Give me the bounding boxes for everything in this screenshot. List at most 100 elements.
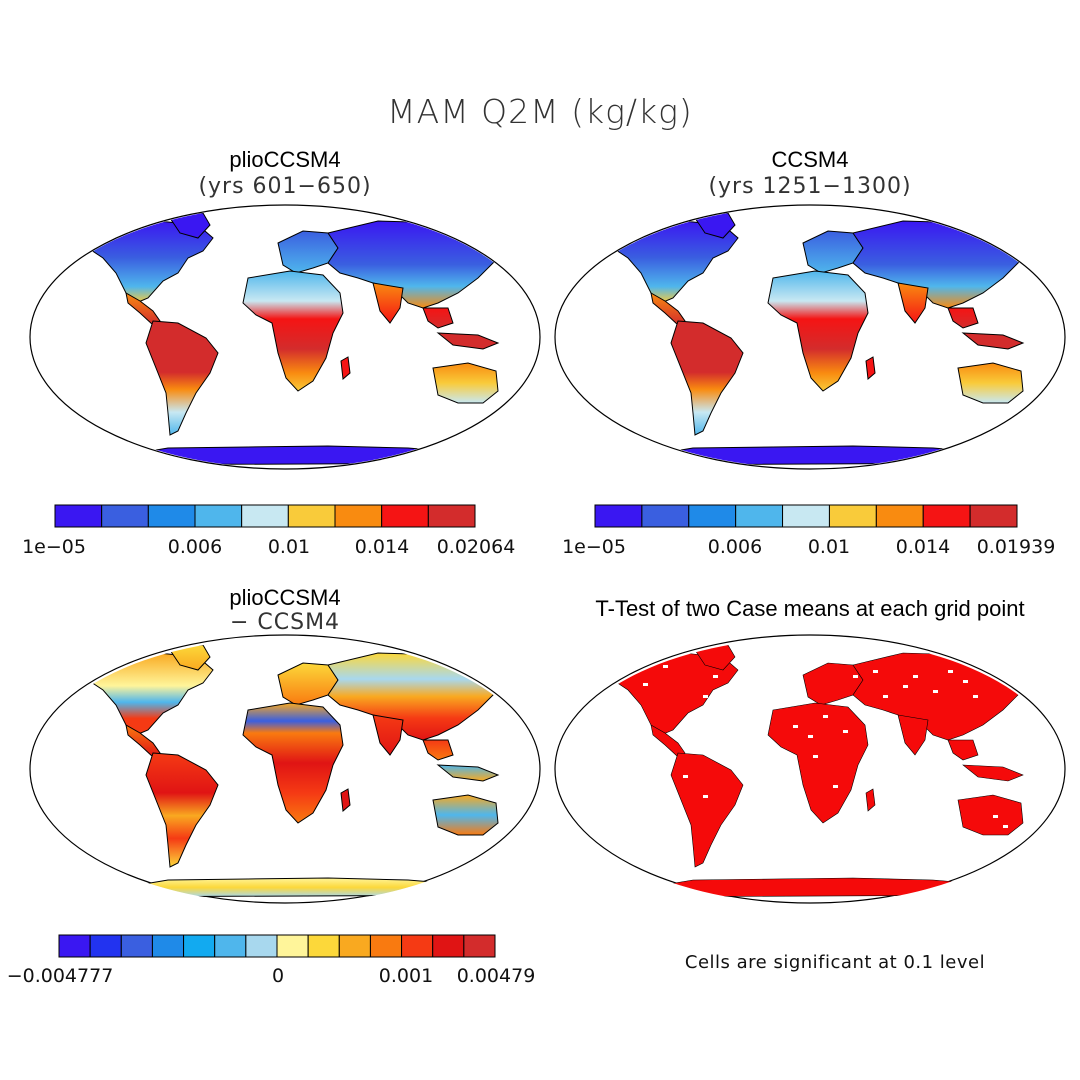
africa bbox=[242, 702, 344, 824]
india bbox=[372, 282, 404, 324]
cb1-tick-label: 0.014 bbox=[354, 536, 410, 558]
colorbar-bin bbox=[287, 504, 336, 528]
insignificant-cell bbox=[703, 795, 708, 798]
colorbar-bin bbox=[276, 934, 309, 958]
india bbox=[897, 714, 929, 756]
insignificant-cell bbox=[883, 695, 888, 698]
insignificant-cell bbox=[913, 675, 918, 678]
colorbar-bin bbox=[369, 934, 403, 958]
ttest-footnote: Cells are significant at 0.1 level bbox=[684, 952, 986, 973]
australia bbox=[957, 362, 1024, 404]
insignificant-cell bbox=[833, 785, 838, 788]
india bbox=[897, 282, 929, 324]
insignificant-cell bbox=[793, 725, 798, 728]
cb1-tick-label: 0.02064 bbox=[436, 536, 516, 558]
colorbar-bin bbox=[594, 504, 643, 528]
southeast-asia bbox=[422, 739, 454, 761]
colorbar-bin bbox=[101, 504, 149, 528]
panel-1-title: plioCCSM4 bbox=[229, 147, 341, 172]
colorbar-bin bbox=[688, 504, 737, 528]
southeast-asia bbox=[422, 307, 454, 329]
colorbar-bin bbox=[245, 934, 278, 958]
insignificant-cell bbox=[663, 665, 668, 668]
colorbar-bin bbox=[922, 504, 971, 528]
australia bbox=[957, 794, 1024, 836]
panel-2-subtitle: (yrs 1251−1300) bbox=[708, 174, 912, 199]
cb1-tick-label: 0.01 bbox=[267, 536, 311, 558]
africa bbox=[767, 270, 869, 392]
panel-3-title: plioCCSM4 bbox=[229, 585, 341, 610]
insignificant-cell bbox=[1003, 825, 1008, 828]
cb2-tick-label: 0.014 bbox=[895, 536, 951, 558]
colorbar-bin bbox=[641, 504, 690, 528]
colorbar-bin bbox=[307, 934, 340, 958]
panel-2-title: CCSM4 bbox=[771, 147, 849, 172]
colorbar-bin bbox=[338, 934, 371, 958]
se-asia bbox=[947, 739, 979, 761]
figure-title: MAM Q2M (kg/kg) bbox=[387, 92, 693, 131]
insignificant-cell bbox=[683, 775, 688, 778]
colorbar-bin bbox=[214, 934, 247, 958]
insignificant-cell bbox=[903, 685, 908, 688]
colorbar-bin bbox=[120, 934, 153, 958]
cb2-tick-label: 0.01 bbox=[807, 536, 851, 558]
south-america bbox=[145, 320, 219, 436]
map-panel-ttest bbox=[554, 634, 1066, 904]
madagascar bbox=[340, 788, 351, 812]
colorbar-plioccsm4 bbox=[54, 504, 476, 528]
insignificant-cell bbox=[933, 690, 938, 693]
panel-3-subtitle: − CCSM4 bbox=[229, 610, 341, 635]
insignificant-cell bbox=[873, 670, 878, 673]
cb2-tick-label: 0.006 bbox=[707, 536, 763, 558]
cb2-tick-label: 0.01939 bbox=[976, 536, 1056, 558]
colorbar-bin bbox=[58, 934, 91, 958]
indonesia bbox=[436, 764, 500, 782]
insignificant-cell bbox=[948, 670, 953, 673]
colorbar-bin bbox=[735, 504, 784, 528]
insignificant-cell bbox=[808, 735, 813, 738]
cb3-tick-label: 0.001 bbox=[378, 965, 434, 987]
south-america bbox=[670, 752, 744, 868]
cb3-tick-label: 0 bbox=[271, 965, 285, 987]
map-panel-difference bbox=[29, 634, 541, 904]
colorbar-bin bbox=[334, 504, 383, 528]
southeast-asia bbox=[947, 307, 979, 329]
colorbar-bin bbox=[194, 504, 243, 528]
south-america bbox=[670, 320, 744, 436]
colorbar-bin bbox=[183, 934, 216, 958]
land-layer bbox=[597, 644, 1034, 898]
colorbar-bin bbox=[381, 504, 429, 528]
insignificant-cell bbox=[643, 683, 648, 686]
colorbar-bin bbox=[875, 504, 924, 528]
indonesia bbox=[436, 332, 500, 350]
cb1-tick-label: 1e−05 bbox=[22, 536, 86, 558]
colorbar-bin bbox=[432, 934, 465, 958]
insignificant-cell bbox=[973, 695, 978, 698]
cb2-tick-label: 1e−05 bbox=[562, 536, 626, 558]
colorbar-bin bbox=[54, 504, 103, 528]
panel-1-subtitle: (yrs 601−650) bbox=[198, 174, 372, 199]
colorbar-bin bbox=[427, 504, 476, 528]
map-panel-ccsm4 bbox=[554, 204, 1066, 470]
colorbar-bin bbox=[151, 934, 185, 958]
insignificant-cell bbox=[843, 730, 848, 733]
insignificant-cell bbox=[703, 695, 708, 698]
cb3-tick-label: 0.00479 bbox=[456, 965, 536, 987]
insignificant-cell bbox=[713, 675, 718, 678]
colorbar-ccsm4 bbox=[594, 504, 1018, 528]
madagascar bbox=[340, 356, 351, 380]
colorbar-bin bbox=[782, 504, 830, 528]
panel-4-title: T-Test of two Case means at each grid po… bbox=[595, 596, 1025, 621]
colorbar-bin bbox=[241, 504, 289, 528]
colorbar-bin bbox=[463, 934, 496, 958]
madagascar bbox=[865, 356, 876, 380]
insignificant-cell bbox=[993, 815, 998, 818]
madagascar bbox=[865, 788, 876, 812]
colorbar-difference bbox=[58, 934, 496, 958]
indonesia bbox=[962, 764, 1024, 782]
colorbar-bin bbox=[89, 934, 122, 958]
colorbar-bin bbox=[828, 504, 877, 528]
colorbar-bin bbox=[969, 504, 1018, 528]
south-america bbox=[145, 752, 219, 868]
map-panel-plioccsm4 bbox=[29, 204, 541, 470]
